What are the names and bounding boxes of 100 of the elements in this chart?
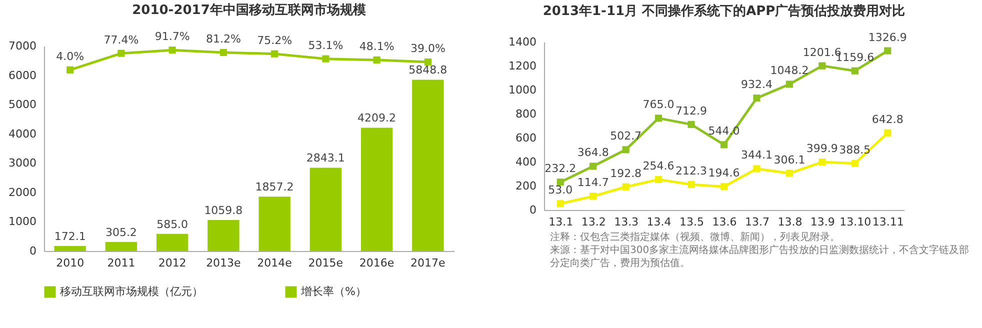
point bbox=[753, 94, 760, 102]
y-tick-label: 5000 bbox=[8, 98, 36, 112]
data-label: 2843.1 bbox=[306, 152, 345, 165]
data-label: 364.8 bbox=[577, 146, 609, 160]
data-label: 344.1 bbox=[740, 148, 772, 162]
x-tick-label: 13.11 bbox=[872, 216, 904, 228]
y-tick-label: 200 bbox=[516, 180, 536, 192]
bar bbox=[208, 220, 240, 251]
point bbox=[884, 129, 892, 136]
x-tick-label: 2016e bbox=[359, 256, 394, 270]
data-label: 232.2 bbox=[544, 162, 576, 176]
bar bbox=[412, 80, 444, 251]
data-label: 1059.8 bbox=[204, 204, 243, 217]
point bbox=[688, 120, 695, 128]
bar bbox=[310, 168, 342, 251]
point bbox=[786, 170, 793, 177]
point bbox=[622, 183, 630, 190]
data-label: 399.9 bbox=[806, 142, 838, 156]
data-label: 172.1 bbox=[54, 230, 86, 243]
data-label: 932.4 bbox=[740, 78, 772, 92]
bar bbox=[360, 128, 393, 251]
point bbox=[220, 48, 227, 56]
data-label: 39.0% bbox=[410, 42, 446, 55]
point bbox=[720, 183, 728, 190]
data-label: 114.7 bbox=[577, 176, 609, 190]
point bbox=[322, 55, 330, 62]
x-tick-label: 2013e bbox=[206, 256, 242, 270]
data-label: 192.8 bbox=[610, 166, 642, 180]
data-label: 91.7% bbox=[154, 30, 190, 44]
data-label: 1326.9 bbox=[868, 30, 907, 44]
point bbox=[753, 165, 760, 172]
bar bbox=[54, 246, 86, 251]
legend-label: 移动互联网市场规模（亿元） bbox=[60, 285, 203, 298]
y-tick-label: 0 bbox=[530, 204, 536, 216]
data-label: 1048.2 bbox=[770, 64, 809, 78]
point bbox=[590, 192, 597, 200]
y-tick-label: 1000 bbox=[8, 215, 36, 228]
data-label: 81.2% bbox=[206, 32, 241, 46]
data-label: 77.4% bbox=[104, 33, 139, 46]
data-label: 212.3 bbox=[676, 164, 708, 178]
y-tick-label: 1400 bbox=[508, 36, 536, 48]
chart-title: 2013年1-11月 不同操作系统下的APP广告预估投放费用对比 bbox=[542, 2, 906, 19]
y-tick-label: 2000 bbox=[8, 186, 36, 199]
data-label: 642.8 bbox=[872, 112, 904, 126]
bar bbox=[156, 234, 188, 251]
text: 注释：仅包含三类指定媒体（视频、微博、新闻），列表见附录。 bbox=[550, 231, 841, 244]
x-tick-label: 2011 bbox=[107, 256, 136, 270]
y-tick-label: 4000 bbox=[8, 127, 36, 140]
y-tick-label: 1200 bbox=[508, 60, 536, 72]
bar bbox=[258, 196, 290, 251]
point bbox=[622, 146, 630, 154]
data-label: 194.6 bbox=[708, 166, 740, 180]
y-tick-label: 800 bbox=[516, 108, 536, 120]
point bbox=[271, 50, 278, 58]
data-label: 712.9 bbox=[676, 104, 708, 118]
data-label: 765.0 bbox=[642, 98, 674, 112]
x-tick-label: 13.7 bbox=[744, 216, 770, 228]
x-tick-label: 13.6 bbox=[712, 216, 737, 228]
bar bbox=[105, 242, 138, 251]
legend-label: 增长率（%） bbox=[300, 285, 366, 298]
data-label: 53.1% bbox=[308, 38, 344, 52]
x-tick-label: 13.3 bbox=[614, 216, 639, 228]
x-tick-label: 2012 bbox=[158, 256, 186, 270]
data-label: 1857.2 bbox=[255, 180, 294, 194]
point bbox=[786, 80, 793, 88]
y-tick-label: 0 bbox=[30, 244, 36, 258]
y-tick-label: 3000 bbox=[8, 156, 36, 170]
data-label: 585.0 bbox=[156, 218, 188, 231]
data-label: 4209.2 bbox=[358, 112, 396, 125]
point bbox=[688, 180, 695, 188]
x-tick-label: 2010 bbox=[56, 256, 84, 270]
point bbox=[851, 67, 858, 74]
data-label: 5848.8 bbox=[408, 64, 448, 77]
y-tick-label: 400 bbox=[516, 156, 536, 168]
chart-title: 2010-2017年中国移动互联网市场规模 bbox=[132, 2, 366, 18]
x-tick-label: 13.9 bbox=[810, 216, 835, 228]
y-tick-label: 600 bbox=[516, 132, 536, 144]
point bbox=[884, 47, 892, 54]
point bbox=[373, 56, 380, 64]
point bbox=[818, 62, 826, 70]
data-label: 305.2 bbox=[105, 226, 137, 240]
source-note: 来源：基于对中国300多家主流网络媒体品牌图形广告投放的日监测数据统计，不含文字链及部分定向类广告，费用为预估值。 bbox=[550, 244, 970, 270]
point bbox=[655, 114, 662, 122]
x-tick-label: 13.8 bbox=[778, 216, 802, 228]
x-tick-label: 2014e bbox=[257, 256, 292, 270]
data-label: 306.1 bbox=[774, 153, 806, 166]
point bbox=[118, 50, 125, 57]
x-tick-label: 13.10 bbox=[840, 216, 872, 228]
y-tick-label: 7000 bbox=[8, 40, 36, 52]
point bbox=[818, 158, 826, 166]
x-tick-label: 13.5 bbox=[680, 216, 704, 228]
x-tick-label: 13.1 bbox=[548, 216, 574, 228]
x-tick-label: 2015e bbox=[308, 256, 344, 270]
data-label: 4.0% bbox=[56, 50, 84, 63]
point bbox=[556, 200, 564, 208]
point bbox=[720, 141, 728, 148]
x-tick-label: 13.2 bbox=[581, 216, 606, 228]
point bbox=[66, 66, 74, 74]
data-label: 53.0 bbox=[548, 184, 573, 197]
data-label: 48.1% bbox=[359, 40, 394, 53]
